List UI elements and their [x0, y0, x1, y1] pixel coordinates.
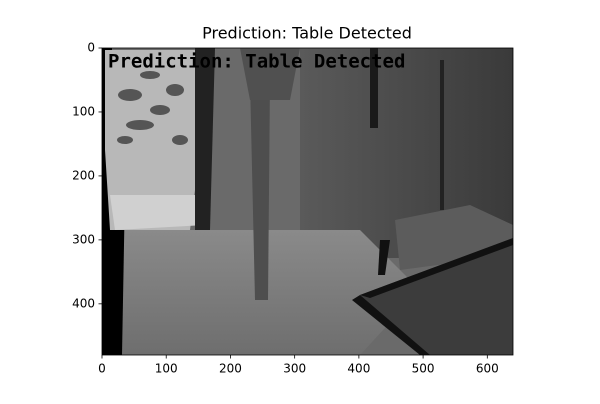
x-tick-label: 300 — [283, 362, 306, 376]
y-tick-label: 400 — [72, 296, 95, 310]
y-tick-label: 100 — [72, 104, 95, 118]
annotation: Prediction: Table Detected — [108, 51, 405, 73]
y-tick-label: 200 — [72, 168, 95, 182]
depth-image — [102, 48, 513, 355]
y-tick-label: 300 — [72, 232, 95, 246]
x-tick-label: 400 — [347, 362, 370, 376]
x-tick-label: 0 — [98, 362, 106, 376]
x-tick-label: 200 — [219, 362, 242, 376]
chart-title: Prediction: Table Detected — [202, 24, 412, 43]
axes-frame — [101, 47, 514, 356]
y-tick-label: 0 — [87, 41, 95, 55]
x-tick-label: 500 — [412, 362, 435, 376]
x-tick-label: 100 — [155, 362, 178, 376]
x-tick-label: 600 — [476, 362, 499, 376]
